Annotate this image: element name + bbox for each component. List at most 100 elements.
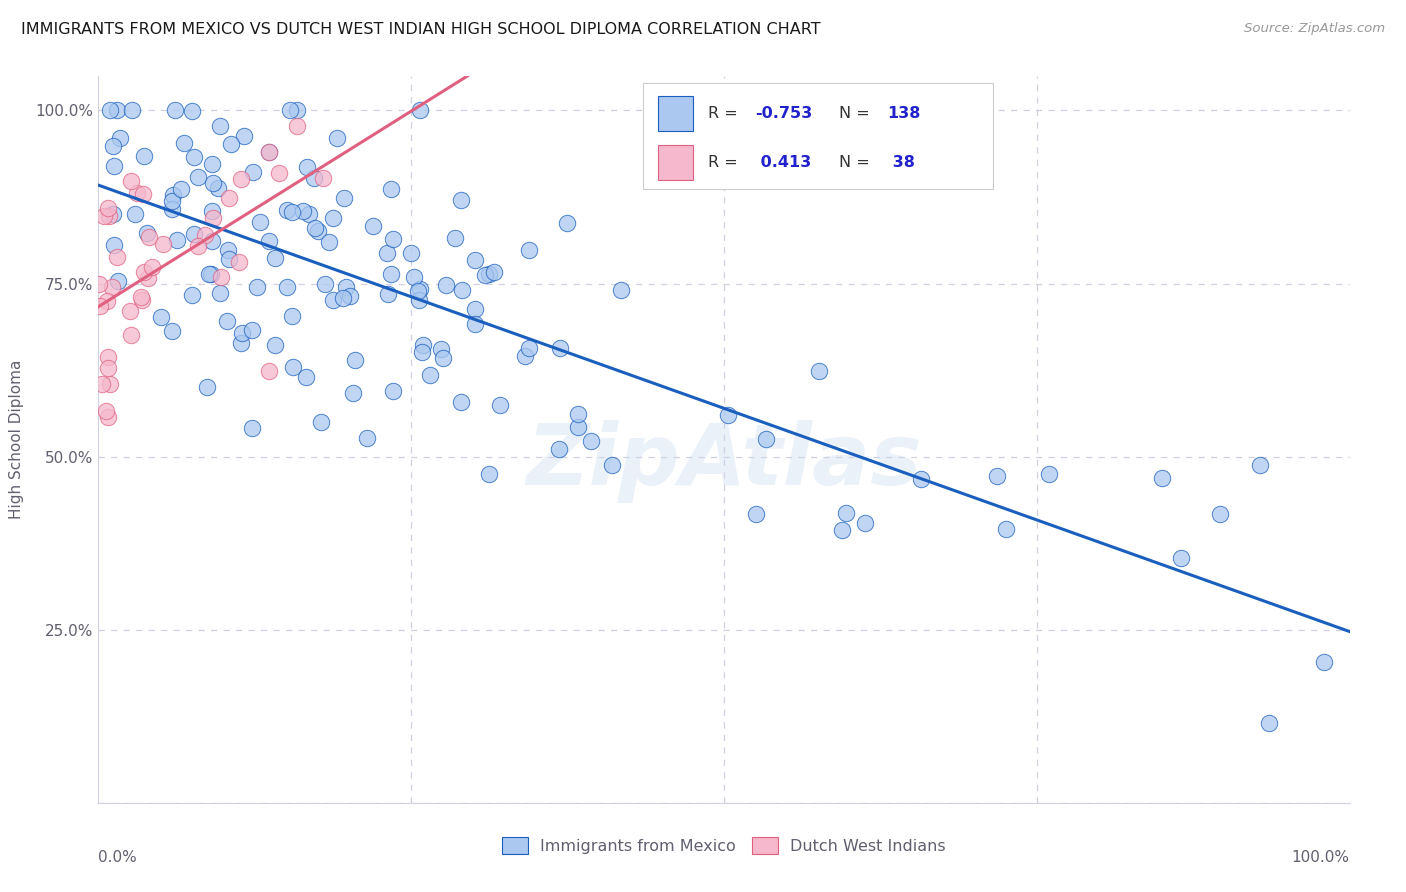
Point xyxy=(304,221,326,235)
Point xyxy=(221,137,243,152)
Text: -0.753: -0.753 xyxy=(755,105,813,120)
Point xyxy=(181,288,204,302)
Point xyxy=(180,103,202,118)
Point xyxy=(450,395,472,409)
Point xyxy=(217,314,239,328)
Point xyxy=(834,506,856,520)
Point xyxy=(332,291,354,305)
Point xyxy=(96,294,118,309)
Point xyxy=(381,384,404,398)
Point xyxy=(240,421,263,435)
Point xyxy=(267,166,290,180)
FancyBboxPatch shape xyxy=(643,83,993,188)
Point xyxy=(411,345,433,359)
Point xyxy=(183,150,205,164)
Point xyxy=(281,359,304,374)
Point xyxy=(555,216,578,230)
Point xyxy=(187,238,209,252)
Point xyxy=(276,280,298,294)
Point xyxy=(1150,470,1173,484)
Point xyxy=(717,408,740,422)
Point xyxy=(162,187,184,202)
Point xyxy=(259,145,281,160)
Bar xyxy=(658,95,693,130)
Point xyxy=(257,364,280,378)
Point xyxy=(1313,655,1336,669)
Point xyxy=(257,235,280,249)
Point xyxy=(132,187,155,202)
Point xyxy=(100,377,122,392)
Point xyxy=(163,103,186,118)
Point xyxy=(98,103,121,118)
Point xyxy=(201,204,224,219)
Point xyxy=(263,337,285,351)
Point xyxy=(515,349,537,363)
Point xyxy=(295,370,318,384)
Point xyxy=(217,244,239,258)
Point xyxy=(198,268,221,282)
Point xyxy=(432,351,454,366)
Point xyxy=(910,472,932,486)
Point xyxy=(160,324,183,338)
Point xyxy=(120,174,142,188)
Point xyxy=(295,160,318,174)
Point xyxy=(517,243,540,257)
Point xyxy=(231,172,253,186)
Point xyxy=(401,246,423,260)
Text: 0.0%: 0.0% xyxy=(98,850,138,865)
Point xyxy=(745,508,768,522)
Point xyxy=(138,230,160,244)
Point xyxy=(339,288,361,302)
Point xyxy=(318,235,340,249)
Point xyxy=(412,338,434,352)
Point xyxy=(314,277,336,292)
Point xyxy=(183,227,205,241)
Point xyxy=(231,326,253,341)
Point xyxy=(218,191,240,205)
Point xyxy=(129,290,152,304)
Point xyxy=(478,467,501,481)
Point xyxy=(434,278,457,293)
Point xyxy=(298,206,321,220)
Point xyxy=(356,431,378,445)
Point xyxy=(201,211,224,225)
Point xyxy=(567,407,589,421)
Text: R =: R = xyxy=(707,155,742,170)
Point xyxy=(406,284,429,298)
Point xyxy=(548,341,571,355)
Point xyxy=(1209,507,1232,521)
Point xyxy=(312,171,335,186)
Point xyxy=(170,182,193,196)
Point xyxy=(131,293,153,308)
Point xyxy=(1258,715,1281,730)
Point xyxy=(408,293,430,307)
Point xyxy=(173,136,195,151)
Point xyxy=(489,398,512,412)
Point xyxy=(547,442,569,456)
Point xyxy=(94,403,117,417)
Point xyxy=(482,265,505,279)
Point xyxy=(200,267,222,281)
Point xyxy=(377,287,399,301)
Point xyxy=(342,386,364,401)
Point xyxy=(103,159,125,173)
Point xyxy=(464,302,486,317)
Point xyxy=(382,232,405,246)
Text: 38: 38 xyxy=(887,155,915,170)
Point xyxy=(409,103,432,118)
Bar xyxy=(658,145,693,180)
Point xyxy=(107,103,129,118)
Point xyxy=(1038,467,1060,482)
Text: 0.413: 0.413 xyxy=(755,155,811,170)
Point xyxy=(464,253,486,268)
Point xyxy=(335,280,357,294)
Point xyxy=(136,226,159,240)
Point xyxy=(986,469,1008,483)
Point xyxy=(103,138,125,153)
Text: IMMIGRANTS FROM MEXICO VS DUTCH WEST INDIAN HIGH SCHOOL DIPLOMA CORRELATION CHAR: IMMIGRANTS FROM MEXICO VS DUTCH WEST IND… xyxy=(21,22,821,37)
Point xyxy=(409,282,432,296)
Point xyxy=(209,270,232,285)
Point xyxy=(166,233,188,247)
Point xyxy=(152,237,174,252)
Point xyxy=(281,205,304,219)
